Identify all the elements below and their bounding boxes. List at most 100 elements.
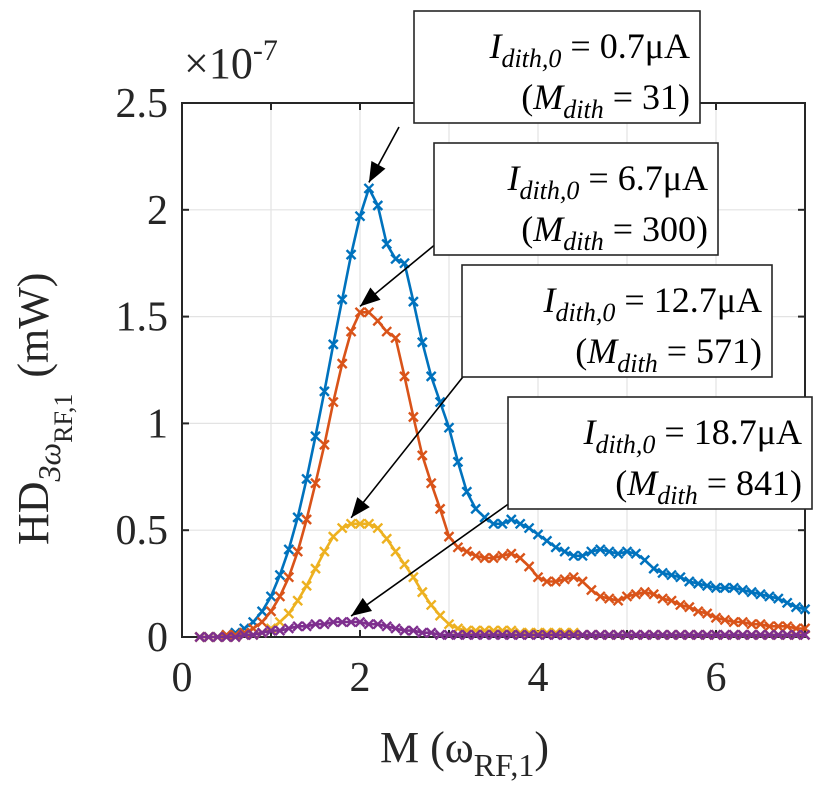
arrow-head [351,497,370,518]
data-point [345,249,357,261]
annotation-box [507,396,813,510]
data-point [594,591,606,602]
x-tick-label: 0 [172,655,193,701]
data-point [648,629,660,641]
data-point [648,563,660,574]
data-point [621,591,633,602]
data-point [772,629,784,641]
data-point [772,593,784,604]
data-point [443,422,455,434]
data-point [541,535,553,547]
data-point [505,514,517,525]
data-point [550,576,562,587]
data-point [292,512,304,523]
data-point [301,620,312,632]
data-point [532,629,544,641]
annotation-box [461,264,773,378]
y-tick-label: 1.5 [116,295,169,341]
data-point [692,578,704,589]
data-point [390,623,401,634]
arrow-head [360,287,381,307]
arrow-head [351,597,373,617]
arrow-head [368,161,386,183]
data-point [381,533,393,545]
y-axis-label: HD3ωRF,1(mW) [9,273,78,545]
data-point [621,546,633,557]
data-point [541,576,553,587]
data-point [301,473,312,485]
data-point [657,593,668,604]
x-tick-label: 2 [350,655,371,701]
data-point [452,541,464,553]
data-point [594,629,606,641]
data-point [683,629,695,641]
data-point [657,567,668,579]
data-point [238,629,250,641]
data-point [488,518,499,530]
data-point [319,386,330,397]
data-point [336,616,348,628]
data-point [675,571,686,583]
data-point [683,576,695,587]
data-point [497,629,508,641]
data-point [265,625,277,636]
data-point [541,629,553,641]
annotation-current: Idith,0 = 6.7μA [506,158,708,205]
y-tick-label: 2.5 [116,81,169,127]
data-point [577,550,588,562]
data-point [363,618,375,630]
annotation-mdith: (Mdith = 571) [575,331,762,378]
data-point [265,591,277,602]
data-point [479,629,490,641]
data-point [666,595,677,607]
data-point [283,608,295,619]
data-point [327,531,339,542]
data-point [719,614,731,626]
data-point [612,595,624,607]
data-point [354,518,366,530]
data-point [416,627,428,639]
data-point [710,612,722,624]
data-point [630,548,642,560]
annotation-mdith: (Mdith = 31) [521,77,690,124]
data-point [274,625,286,636]
data-point [692,629,704,641]
data-point [505,625,517,636]
data-point [746,618,757,630]
y-tick-label: 2 [147,188,168,234]
data-point [310,477,321,489]
data-point [577,629,588,641]
annotation-box [433,142,719,256]
data-point [523,629,535,641]
data-point [461,546,473,557]
data-point [737,616,749,628]
data-point [479,552,490,564]
data-point [372,315,384,327]
data-point [479,512,490,523]
data-point [497,625,508,636]
data-point [568,550,579,562]
data-point [764,620,775,632]
data-point [256,627,268,639]
data-point [301,580,312,592]
annotation-mdith: (Mdith = 300) [521,209,708,256]
series-2 [194,306,811,643]
data-point [497,550,508,562]
data-point [425,477,437,489]
data-point [755,588,766,600]
data-point [630,629,642,641]
data-point [612,629,624,641]
data-point [675,599,686,611]
data-point [470,503,482,515]
data-point [737,629,749,641]
data-point [728,616,740,628]
annotation-current: Idith,0 = 18.7μA [582,412,802,459]
data-point [505,548,517,560]
data-point [345,326,357,337]
data-point [772,620,784,632]
data-point [675,629,686,641]
data-point [692,606,704,617]
data-point [746,586,757,598]
data-point [443,618,455,630]
